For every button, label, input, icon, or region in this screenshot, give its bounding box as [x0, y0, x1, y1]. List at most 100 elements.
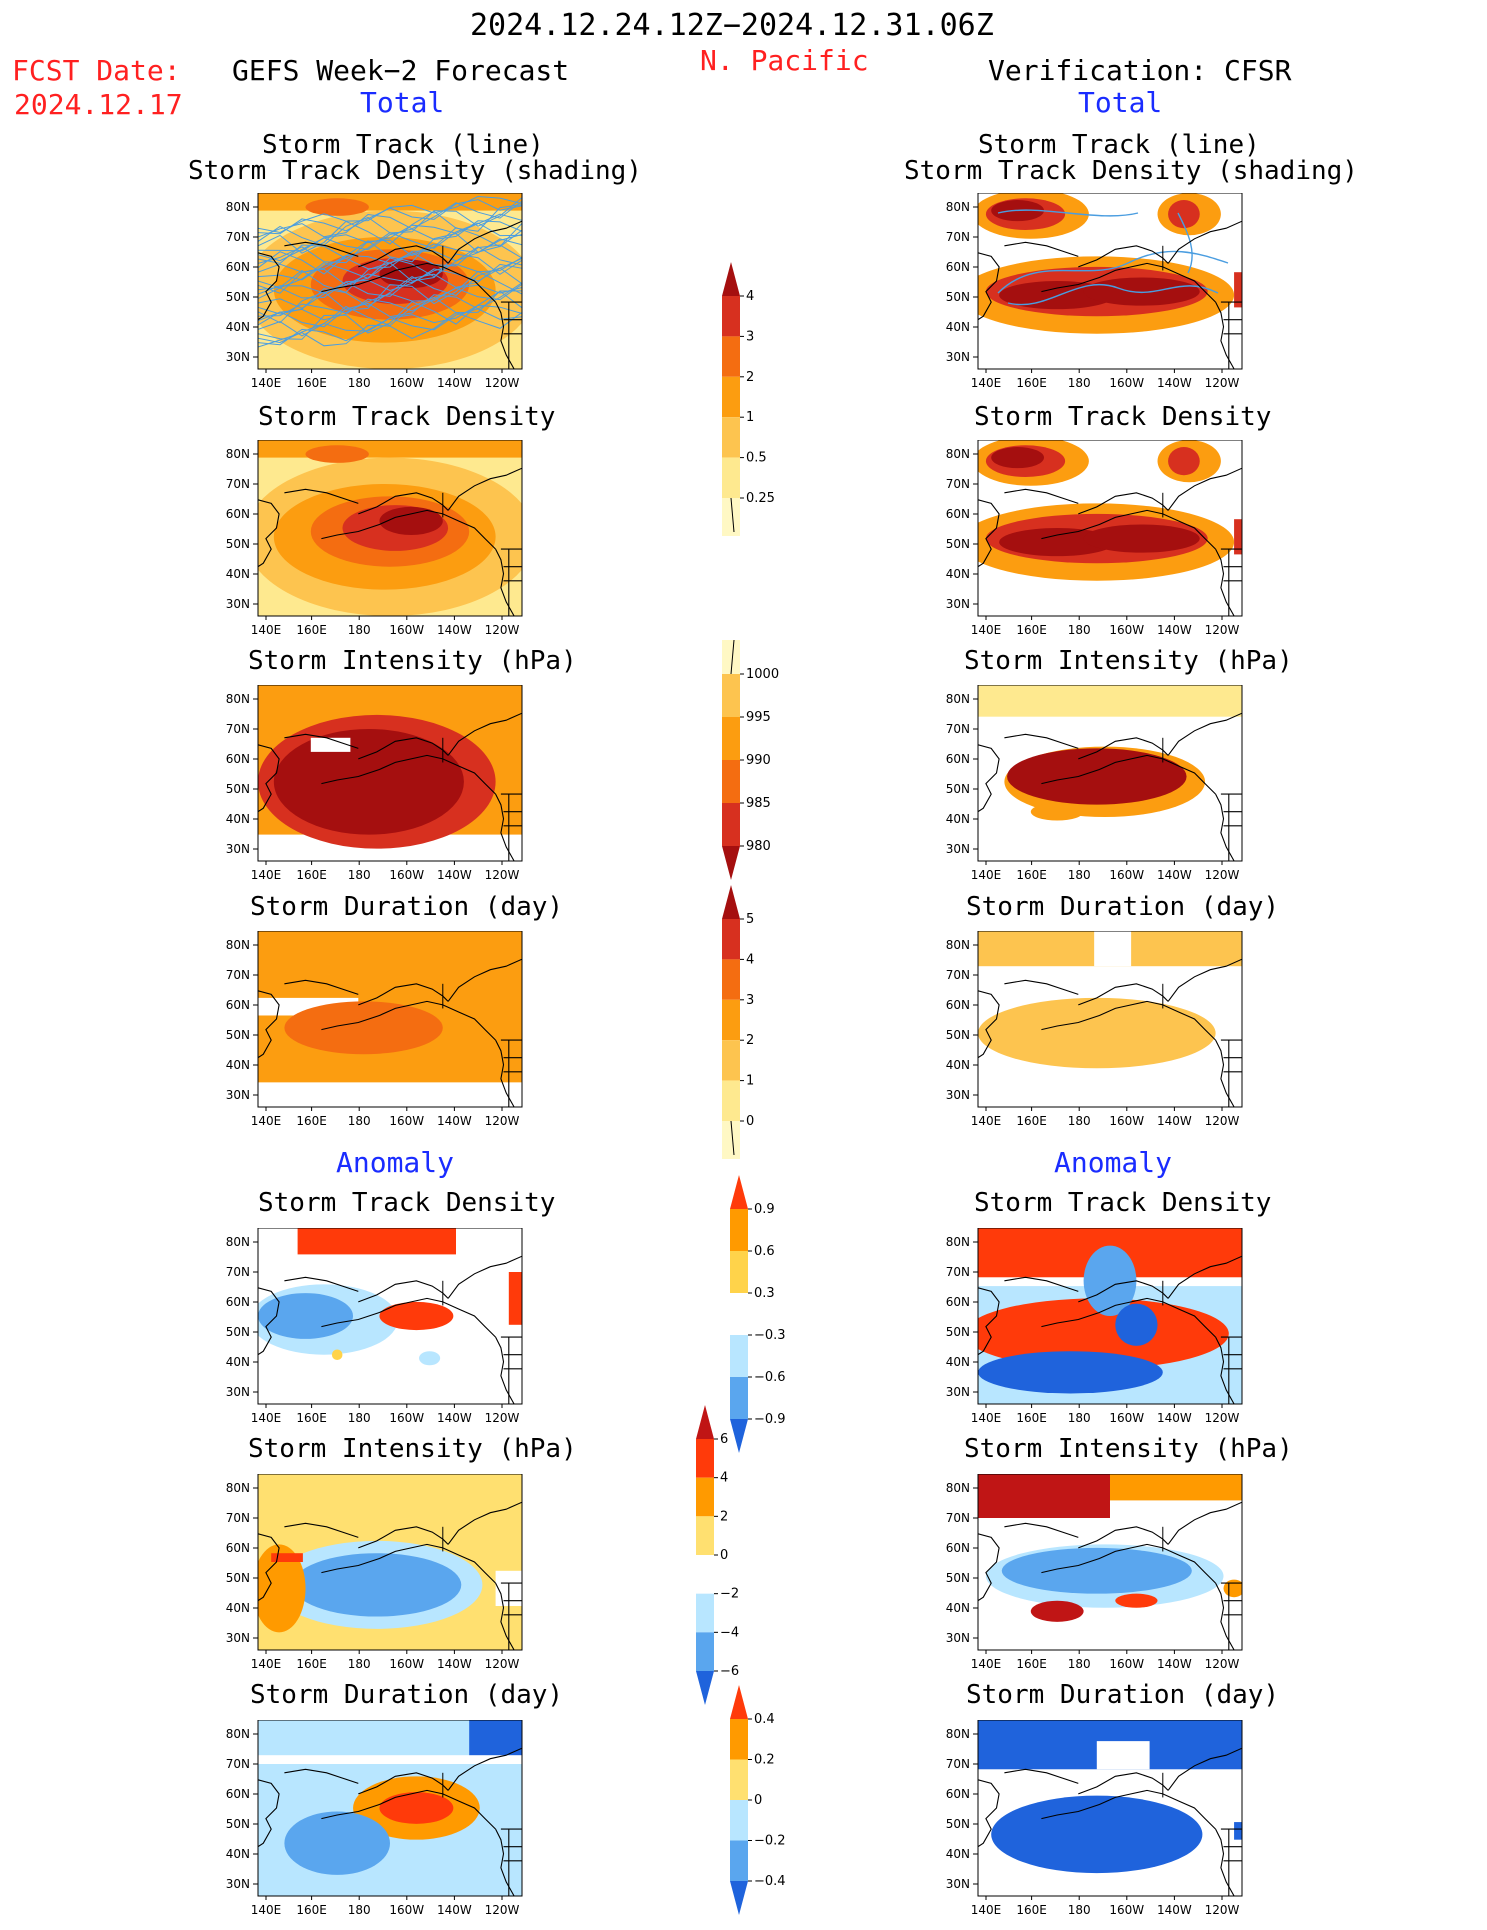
lat-tick-label: 80N — [946, 1727, 970, 1741]
lat-tick-label: 50N — [226, 1817, 250, 1831]
lat-tick-label: 40N — [946, 567, 970, 581]
lat-tick-label: 60N — [226, 260, 250, 274]
colorbar-label: 0 — [746, 1114, 754, 1129]
colorbar-segment — [696, 1477, 714, 1517]
lat-tick-label: 70N — [226, 1511, 250, 1525]
lat-tick-label: 40N — [226, 1601, 250, 1615]
lat-tick-label: 30N — [226, 1385, 250, 1399]
lon-tick-label: 180 — [1068, 1411, 1091, 1425]
map-frame — [977, 931, 1243, 1108]
colorbar-segment — [696, 1632, 714, 1671]
pos-light — [331, 1349, 343, 1360]
left-track-shading-title: Storm Track Density (shading) — [188, 156, 642, 186]
lat-tick-label: 70N — [226, 1757, 250, 1771]
colorbar-intensity-total: 1000 995 990 985 980 — [722, 640, 779, 880]
storm-track-line — [258, 308, 522, 346]
shade-red — [1168, 200, 1200, 229]
neg-edge — [1234, 1822, 1242, 1840]
lat-tick-label: 40N — [946, 1355, 970, 1369]
storm-track-line — [258, 213, 522, 252]
lon-tick-label: 160E — [1016, 623, 1047, 637]
colorbar-label: 5 — [746, 912, 754, 927]
colorbar-arrow-top — [722, 262, 740, 296]
shade-north-band — [258, 440, 522, 458]
lat-tick-label: 30N — [946, 597, 970, 611]
colorbar-segment — [696, 1516, 714, 1555]
lat-tick-label: 70N — [946, 968, 970, 982]
coastline-aleutians-gulf — [321, 509, 496, 550]
lon-tick-label: 140W — [437, 623, 472, 637]
coastline-aleutians-gulf — [321, 1543, 496, 1584]
lon-tick-label: 140E — [971, 1903, 1002, 1917]
coastline-arctic — [1167, 1255, 1242, 1299]
colorbar-segment — [722, 376, 740, 418]
lat-tick-label: 30N — [946, 842, 970, 856]
pos-strong — [297, 1228, 456, 1255]
storm-track-line — [258, 253, 522, 293]
right-anom-intensity-title: Storm Intensity (hPa) — [964, 1434, 1293, 1464]
coastline-north-asia — [1004, 1522, 1079, 1538]
lat-tick-label: 80N — [946, 200, 970, 214]
coastline-north-asia — [284, 1768, 359, 1784]
lon-tick-label: 160E — [296, 623, 327, 637]
lon-tick-label: 160E — [296, 1657, 327, 1671]
colorbar-label: 1 — [746, 1074, 754, 1089]
lon-tick-label: 160E — [296, 1903, 327, 1917]
lat-tick-label: 50N — [946, 1817, 970, 1831]
lon-tick-label: 140E — [971, 1114, 1002, 1128]
shade-darkred — [1083, 524, 1200, 553]
coastline-us-west — [1215, 1336, 1235, 1404]
lat-tick-label: 60N — [946, 752, 970, 766]
coastline-arctic — [447, 467, 522, 511]
coastline-arctic — [1167, 958, 1242, 1002]
fcst-date-value: 2024.12.17 — [14, 88, 183, 121]
lat-tick-label: 40N — [226, 812, 250, 826]
lat-tick-label: 30N — [946, 350, 970, 364]
lon-tick-label: 140E — [251, 1657, 282, 1671]
colorbar-segment — [696, 1439, 714, 1478]
lat-tick-label: 40N — [226, 567, 250, 581]
storm-track-line — [258, 204, 522, 254]
lon-tick-label: 140E — [251, 1114, 282, 1128]
colorbar-label: 0.4 — [754, 1712, 775, 1727]
lat-tick-label: 60N — [226, 507, 250, 521]
lon-tick-label: 160E — [1016, 1114, 1047, 1128]
lat-tick-label: 70N — [226, 1265, 250, 1279]
storm-track-line — [997, 250, 1229, 294]
lon-tick-label: 160W — [389, 1411, 424, 1425]
colorbar-segment — [722, 417, 740, 458]
lon-tick-label: 140W — [437, 1114, 472, 1128]
left-anom-intensity-title: Storm Intensity (hPa) — [248, 1434, 577, 1464]
lon-tick-label: 140W — [1157, 1411, 1192, 1425]
storm-track-line — [258, 263, 522, 309]
storm-track-line — [258, 246, 522, 294]
lon-tick-label: 160E — [296, 376, 327, 390]
lon-tick-label: 140W — [437, 868, 472, 882]
storm-track-line — [258, 270, 522, 324]
colorbar-segment — [730, 1209, 748, 1251]
colorbar-segment — [722, 999, 740, 1041]
coastline-us-west — [1215, 793, 1235, 861]
colorbar-label: −2 — [720, 1587, 739, 1602]
shade-mid — [1030, 802, 1084, 821]
pos-strong — [379, 1792, 454, 1824]
lat-tick-label: 70N — [226, 968, 250, 982]
lon-tick-label: 180 — [348, 1657, 371, 1671]
coastline-arctic — [1167, 712, 1242, 756]
gap — [1094, 931, 1132, 967]
period-title: 2024.12.24.12Z−2024.12.31.06Z — [470, 8, 994, 43]
lon-tick-label: 140E — [251, 376, 282, 390]
background — [258, 1082, 522, 1107]
right-anom-density-title: Storm Track Density — [974, 1188, 1272, 1218]
colorbar-segment — [730, 1759, 748, 1800]
storm-track-line — [997, 209, 1139, 217]
lat-tick-label: 80N — [946, 1235, 970, 1249]
lon-tick-label: 160W — [389, 623, 424, 637]
lat-tick-label: 60N — [946, 1295, 970, 1309]
